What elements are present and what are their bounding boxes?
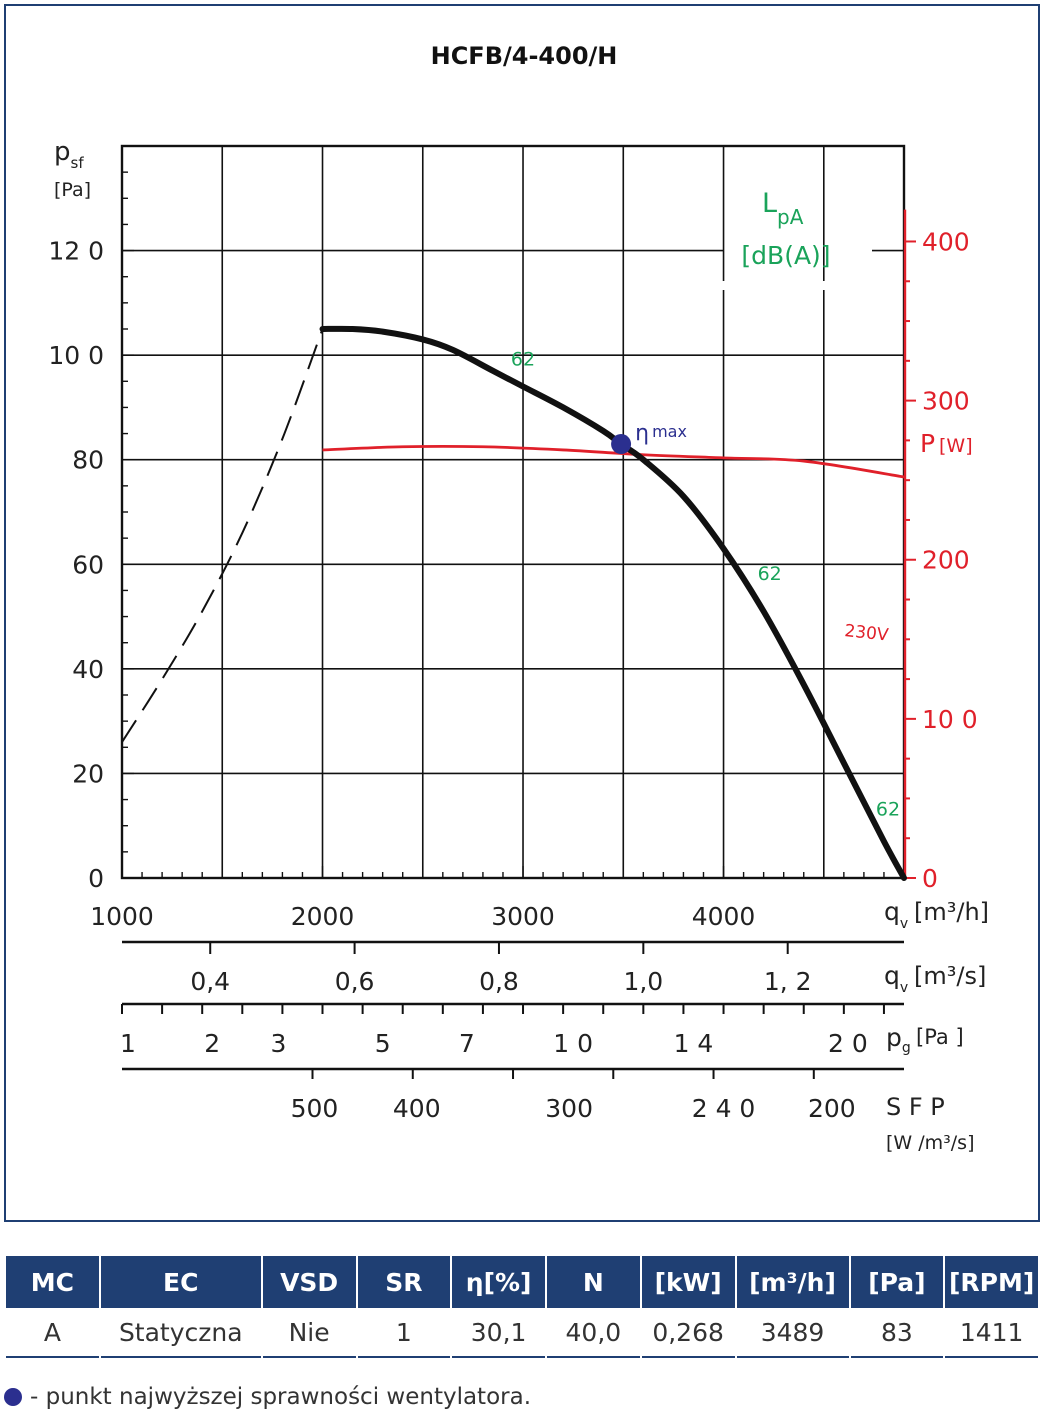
header-sr: SR — [358, 1256, 451, 1308]
cell-sr: 1 — [358, 1308, 451, 1358]
header-m3h: [m³/h] — [737, 1256, 849, 1308]
cell-kw: 0,268 — [642, 1308, 735, 1358]
x-axis-unit: [m³/h] — [914, 898, 989, 926]
scale-label-pg: pg — [886, 1023, 911, 1056]
scale-label-qv: qv — [884, 961, 908, 996]
x-tick-label: 2000 — [291, 902, 355, 931]
eta-max-label: η — [635, 421, 649, 446]
lpa-value-label: 62 — [758, 563, 782, 585]
y-tick-label: 20 — [72, 759, 104, 788]
y-tick-label: 60 — [72, 550, 104, 579]
table-row: A Statyczna Nie 1 30,1 40,0 0,268 3489 8… — [6, 1308, 1038, 1358]
scale-unit-qv: [m³/s] — [914, 962, 986, 990]
lpa-unit: [dB(A)] — [741, 241, 830, 270]
scale-unit-pg: [Pa ] — [916, 1025, 964, 1049]
header-eta: η[%] — [452, 1256, 545, 1308]
y-axis-label-sub: sf — [71, 154, 85, 172]
y-axis-unit: [Pa] — [54, 179, 91, 201]
scale-tick-label: 2 0 — [828, 1029, 868, 1058]
eta-max-label-sub: max — [652, 422, 687, 441]
scale-tick-label: 1 4 — [674, 1029, 714, 1058]
chart-title: HCFB/4-400/H — [431, 42, 618, 70]
scale-tick-label: 1, 2 — [764, 967, 812, 996]
x-tick-label: 4000 — [692, 902, 756, 931]
cell-pa: 83 — [851, 1308, 944, 1358]
lpa-value-label: 62 — [511, 349, 535, 371]
cell-rpm: 1411 — [945, 1308, 1038, 1358]
scale-tick-label: 2 4 0 — [692, 1094, 756, 1123]
power-tick-label: 300 — [922, 387, 970, 416]
power-tick-label: 10 0 — [922, 705, 978, 734]
power-curve-230v — [323, 446, 904, 477]
scale-tick-label: 1 — [120, 1029, 136, 1058]
scale-tick-label: 200 — [808, 1094, 856, 1123]
scale-tick-label: 7 — [459, 1029, 475, 1058]
cell-ec: Statyczna — [101, 1308, 261, 1358]
y-axis-label: psf — [54, 137, 84, 172]
lpa-label-sub: pA — [777, 205, 804, 229]
scale-tick-label: 1 0 — [553, 1029, 593, 1058]
chart-frame: HCFB/4-400/H psf [Pa] 0 20 40 60 80 10 0 12 0 1000… — [4, 4, 1040, 1222]
scale-tick-label: 400 — [393, 1094, 441, 1123]
legend-note-text: - punkt najwyższej sprawności wentylator… — [30, 1384, 531, 1410]
y-tick-label: 0 — [88, 864, 104, 893]
power-axis-label: P — [920, 429, 935, 458]
scale-tick-label: 5 — [375, 1029, 391, 1058]
y-tick-label: 10 0 — [48, 341, 104, 370]
scale-tick-label: 3 — [270, 1029, 286, 1058]
power-tick-label: 400 — [922, 227, 970, 256]
scale-unit-sfp: [W /m³/s] — [886, 1132, 974, 1154]
scale-tick-label: 500 — [291, 1094, 339, 1123]
x-tick-label: 3000 — [491, 902, 555, 931]
header-ec: EC — [101, 1256, 261, 1308]
legend-note: - punkt najwyższej sprawności wentylator… — [4, 1384, 531, 1410]
x-axis-label-sub: v — [900, 916, 908, 932]
cell-eta: 30,1 — [452, 1308, 545, 1358]
eta-max-point — [611, 434, 631, 454]
power-axis-unit: [W] — [939, 435, 973, 457]
table-header-row: MC EC VSD SR η[%] N [kW] [m³/h] [Pa] [RP… — [6, 1256, 1038, 1308]
lpa-value-label: 62 — [876, 798, 900, 820]
x-axis-label: qv — [884, 897, 908, 932]
scale-tick-label: 0,4 — [190, 967, 230, 996]
scale-label-pg-sub: g — [902, 1040, 911, 1056]
y-tick-label: 12 0 — [48, 237, 104, 266]
cell-mc: A — [6, 1308, 99, 1358]
cell-vsd: Nie — [263, 1308, 356, 1358]
eta-max-dot-icon — [4, 1388, 22, 1406]
scale-tick-label: 0,6 — [335, 967, 375, 996]
cell-m3h: 3489 — [737, 1308, 849, 1358]
lpa-label: LpA — [762, 188, 804, 229]
fan-data-table: MC EC VSD SR η[%] N [kW] [m³/h] [Pa] [RP… — [4, 1256, 1040, 1358]
scale-tick-label: 2 — [204, 1029, 220, 1058]
scale-tick-label: 0,8 — [479, 967, 519, 996]
header-n: N — [547, 1256, 640, 1308]
power-series-label: 230V — [843, 621, 889, 646]
scale-label-qv-sub: v — [900, 980, 908, 996]
header-rpm: [RPM] — [945, 1256, 1038, 1308]
cell-n: 40,0 — [547, 1308, 640, 1358]
header-mc: MC — [6, 1256, 99, 1308]
y-tick-label: 40 — [72, 655, 104, 684]
header-kw: [kW] — [642, 1256, 735, 1308]
header-pa: [Pa] — [851, 1256, 944, 1308]
scale-tick-label: 300 — [545, 1094, 593, 1123]
power-tick-label: 0 — [922, 864, 938, 893]
pressure-curve — [323, 329, 904, 878]
scale-tick-label: 1,0 — [623, 967, 663, 996]
header-vsd: VSD — [263, 1256, 356, 1308]
power-tick-label: 200 — [922, 546, 970, 575]
y-tick-label: 80 — [72, 446, 104, 475]
scale-label-sfp: S F P — [886, 1093, 945, 1121]
x-tick-label: 1000 — [90, 902, 154, 931]
